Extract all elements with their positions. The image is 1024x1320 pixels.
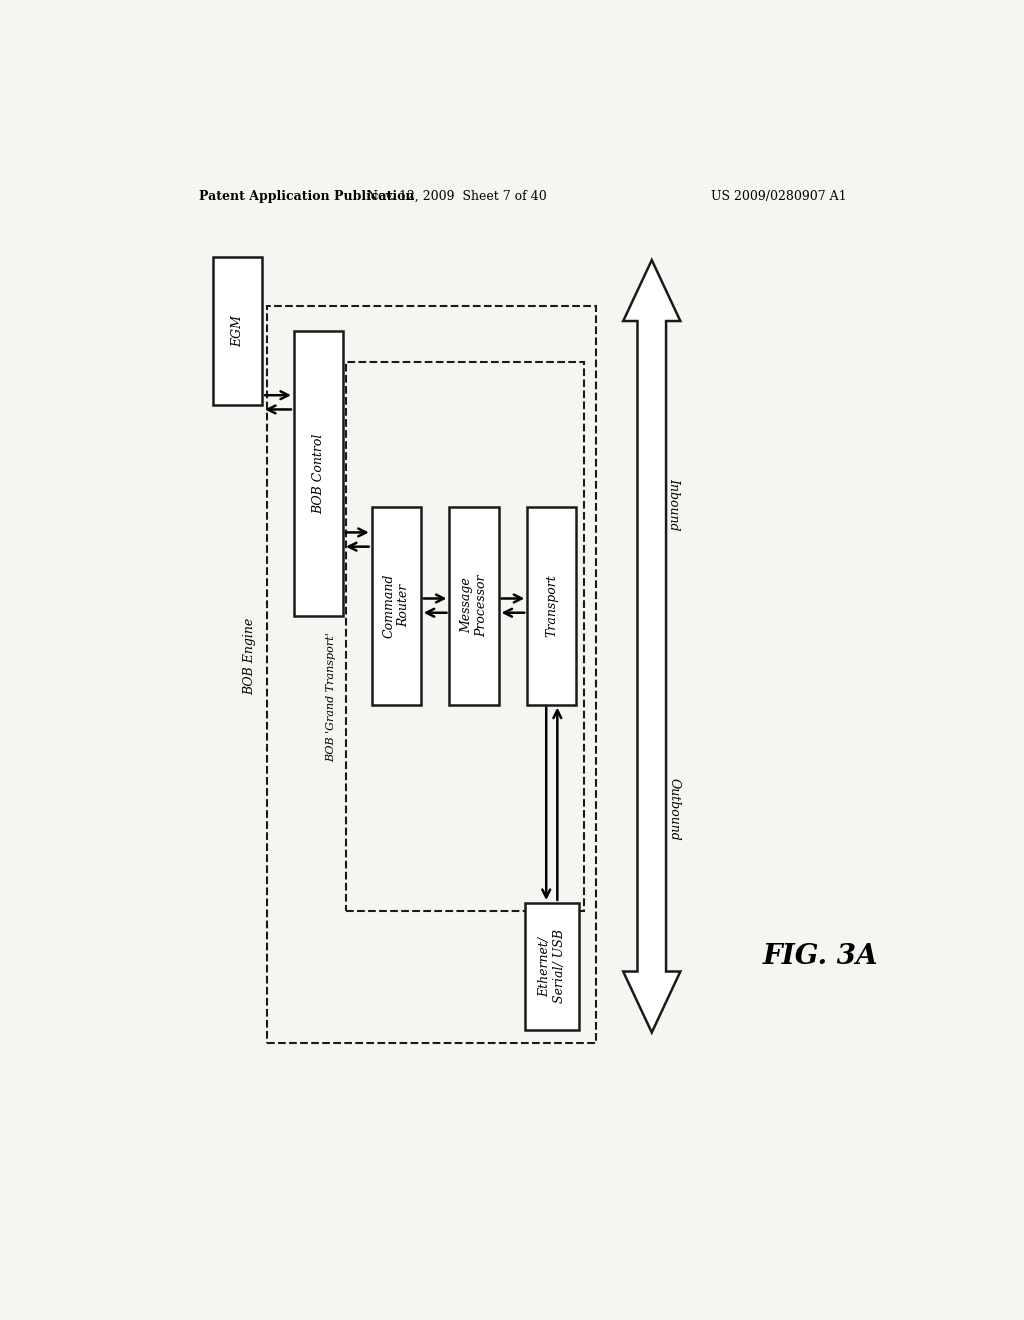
Bar xyxy=(450,507,499,705)
Text: Transport: Transport xyxy=(546,574,558,638)
Bar xyxy=(267,306,596,1043)
Text: Nov. 12, 2009  Sheet 7 of 40: Nov. 12, 2009 Sheet 7 of 40 xyxy=(368,190,547,202)
Bar xyxy=(346,362,585,911)
Text: Inbound: Inbound xyxy=(668,478,681,531)
Text: Outbound: Outbound xyxy=(668,777,681,841)
Bar xyxy=(294,331,343,616)
Polygon shape xyxy=(624,260,680,1032)
Text: BOB Engine: BOB Engine xyxy=(243,618,256,696)
Bar xyxy=(524,903,579,1030)
Text: BOB 'Grand Transport': BOB 'Grand Transport' xyxy=(327,632,336,762)
Text: Message
Processor: Message Processor xyxy=(460,574,488,636)
Text: Ethernet/
Serial/ USB: Ethernet/ Serial/ USB xyxy=(538,929,566,1003)
Text: EGM: EGM xyxy=(231,315,244,347)
Text: BOB Control: BOB Control xyxy=(312,433,325,513)
Text: US 2009/0280907 A1: US 2009/0280907 A1 xyxy=(711,190,847,202)
Text: FIG. 3A: FIG. 3A xyxy=(763,942,879,970)
Text: Command
Router: Command Router xyxy=(382,573,411,638)
Bar xyxy=(527,507,577,705)
Text: Patent Application Publication: Patent Application Publication xyxy=(200,190,415,202)
Bar xyxy=(213,257,262,405)
Bar xyxy=(372,507,421,705)
